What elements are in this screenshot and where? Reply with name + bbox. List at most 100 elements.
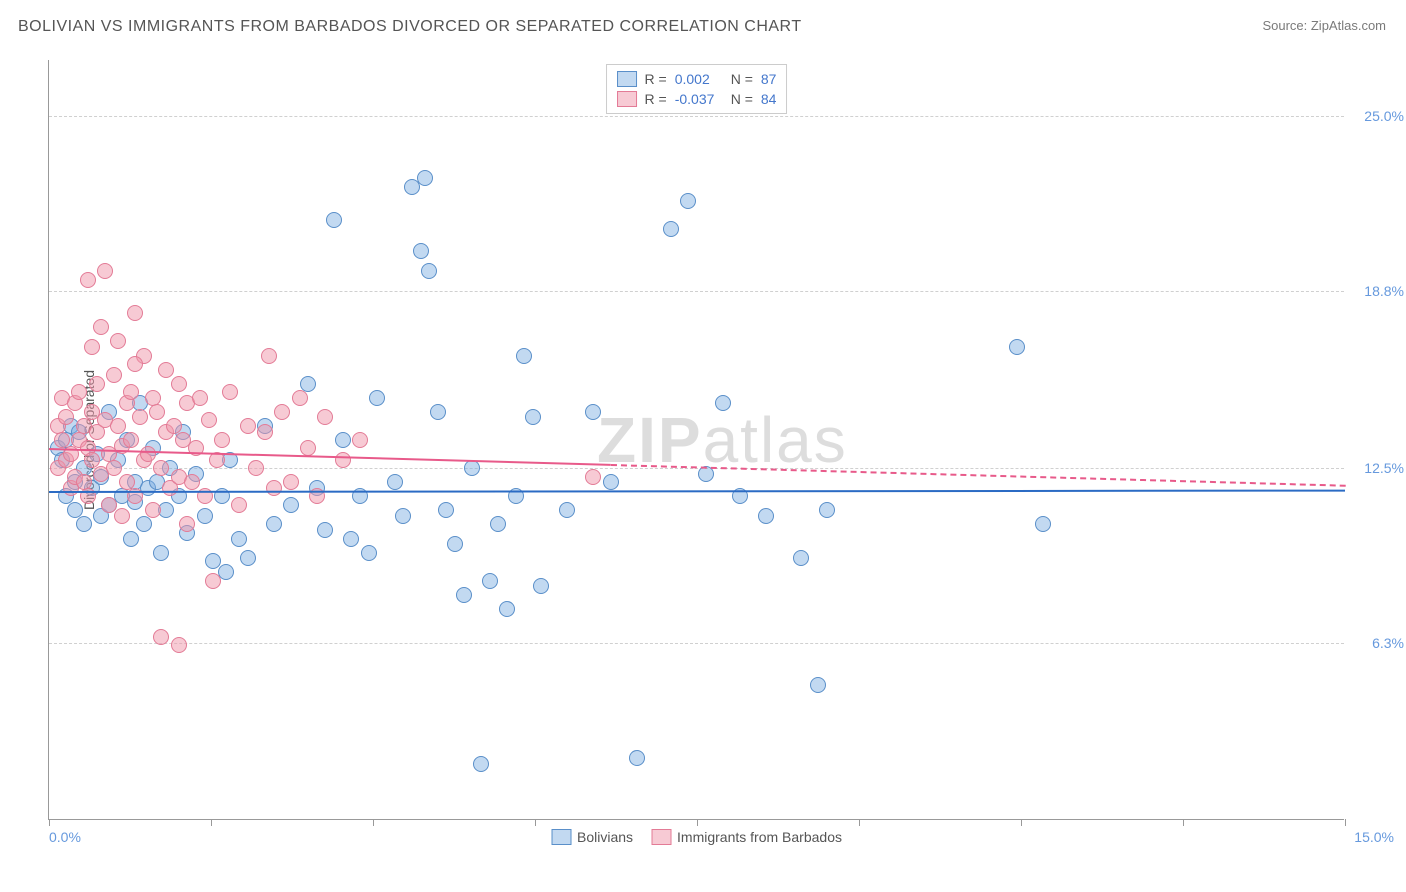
gridline	[49, 291, 1344, 292]
data-point	[231, 497, 247, 513]
data-point	[127, 305, 143, 321]
data-point	[438, 502, 454, 518]
data-point	[171, 376, 187, 392]
data-point	[343, 531, 359, 547]
data-point	[136, 516, 152, 532]
data-point	[335, 432, 351, 448]
legend-n-label: N =	[731, 71, 753, 87]
data-point	[76, 516, 92, 532]
data-point	[240, 550, 256, 566]
legend-n-label: N =	[731, 91, 753, 107]
data-point	[240, 418, 256, 434]
data-point	[58, 409, 74, 425]
data-point	[192, 390, 208, 406]
data-point	[93, 319, 109, 335]
data-point	[317, 409, 333, 425]
y-tick-label: 18.8%	[1349, 283, 1404, 299]
data-point	[184, 474, 200, 490]
legend-r-label: R =	[645, 71, 667, 87]
legend-n-value: 84	[761, 91, 777, 107]
data-point	[1035, 516, 1051, 532]
data-point	[257, 424, 273, 440]
data-point	[473, 756, 489, 772]
data-point	[80, 272, 96, 288]
data-point	[300, 376, 316, 392]
data-point	[326, 212, 342, 228]
x-tick	[859, 819, 860, 826]
data-point	[266, 480, 282, 496]
data-point	[283, 474, 299, 490]
data-point	[201, 412, 217, 428]
legend-swatch	[617, 71, 637, 87]
y-tick-label: 25.0%	[1349, 108, 1404, 124]
data-point	[248, 460, 264, 476]
data-point	[430, 404, 446, 420]
data-point	[525, 409, 541, 425]
data-point	[123, 432, 139, 448]
data-point	[335, 452, 351, 468]
data-point	[417, 170, 433, 186]
data-point	[149, 404, 165, 420]
gridline	[49, 643, 1344, 644]
data-point	[127, 356, 143, 372]
data-point	[158, 362, 174, 378]
data-point	[132, 409, 148, 425]
data-point	[629, 750, 645, 766]
data-point	[585, 404, 601, 420]
data-point	[819, 502, 835, 518]
data-point	[231, 531, 247, 547]
legend-r-value: -0.037	[675, 91, 723, 107]
data-point	[482, 573, 498, 589]
data-point	[447, 536, 463, 552]
legend-swatch	[551, 829, 571, 845]
data-point	[352, 432, 368, 448]
data-point	[300, 440, 316, 456]
data-point	[145, 502, 161, 518]
legend-swatch	[651, 829, 671, 845]
data-point	[171, 637, 187, 653]
data-point	[421, 263, 437, 279]
chart-plot-area: Divorced or Separated ZIPatlas R =0.002N…	[48, 60, 1344, 820]
y-tick-label: 12.5%	[1349, 460, 1404, 476]
gridline	[49, 116, 1344, 117]
data-point	[266, 516, 282, 532]
legend-r-value: 0.002	[675, 71, 723, 87]
x-tick	[697, 819, 698, 826]
x-tick	[1183, 819, 1184, 826]
x-axis-min-label: 0.0%	[49, 829, 81, 845]
data-point	[369, 390, 385, 406]
data-point	[810, 677, 826, 693]
data-point	[533, 578, 549, 594]
y-tick-label: 6.3%	[1349, 635, 1404, 651]
data-point	[490, 516, 506, 532]
data-point	[179, 516, 195, 532]
data-point	[464, 460, 480, 476]
data-point	[292, 390, 308, 406]
data-point	[261, 348, 277, 364]
data-point	[114, 508, 130, 524]
source-attribution: Source: ZipAtlas.com	[1262, 18, 1386, 33]
data-point	[71, 384, 87, 400]
data-point	[499, 601, 515, 617]
data-point	[110, 333, 126, 349]
legend-label: Bolivians	[577, 829, 633, 845]
x-tick	[1021, 819, 1022, 826]
data-point	[361, 545, 377, 561]
data-point	[106, 367, 122, 383]
data-point	[153, 545, 169, 561]
data-point	[110, 418, 126, 434]
data-point	[413, 243, 429, 259]
data-point	[97, 263, 113, 279]
legend-row: R =0.002N =87	[617, 69, 777, 89]
data-point	[715, 395, 731, 411]
trend-line	[49, 448, 611, 466]
data-point	[153, 460, 169, 476]
data-point	[456, 587, 472, 603]
legend-row: R =-0.037N =84	[617, 89, 777, 109]
data-point	[793, 550, 809, 566]
legend-label: Immigrants from Barbados	[677, 829, 842, 845]
legend-correlation: R =0.002N =87R =-0.037N =84	[606, 64, 788, 114]
legend-swatch	[617, 91, 637, 107]
data-point	[140, 446, 156, 462]
data-point	[1009, 339, 1025, 355]
